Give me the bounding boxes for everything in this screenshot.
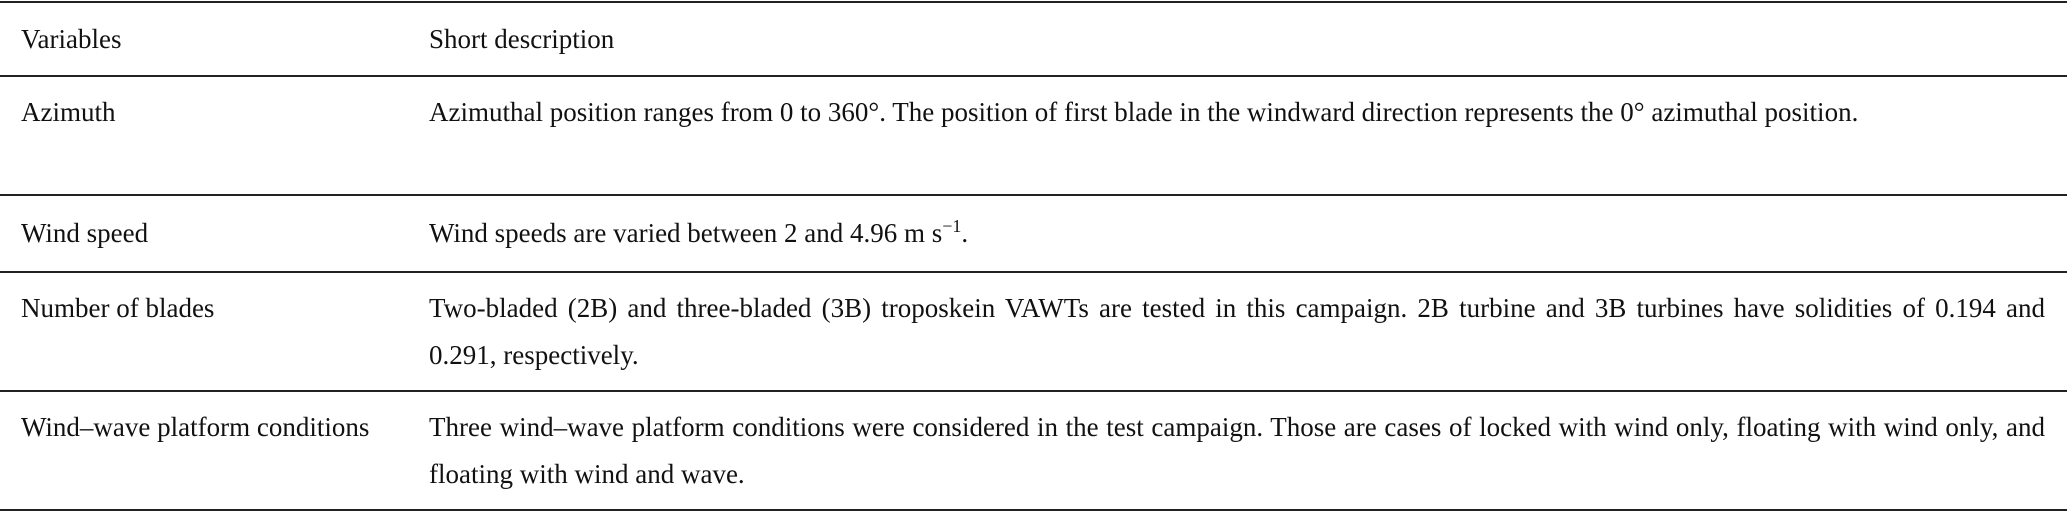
variable-cell: Number of blades: [21, 293, 215, 323]
description-cell: Three wind–wave platform conditions were…: [429, 412, 2045, 489]
description-end: .: [961, 218, 969, 248]
variable-cell: Azimuth: [21, 97, 116, 127]
table-header-row: Variables Short description: [0, 2, 2067, 76]
table-row: Wind–wave platform conditions Three wind…: [0, 391, 2067, 510]
variable-cell: Wind–wave platform conditions: [21, 412, 370, 442]
unit-exponent: −1: [942, 216, 962, 236]
description-cell: Two-bladed (2B) and three-bladed (3B) tr…: [429, 293, 2045, 370]
description-cell: Wind speeds are varied between 2 and 4.9…: [429, 195, 2067, 272]
description-text: Wind speeds are varied between 2 and 4.9…: [429, 218, 943, 248]
header-variables: Variables: [21, 24, 122, 54]
header-short-description: Short description: [429, 24, 615, 54]
variable-cell: Wind speed: [21, 218, 149, 248]
table-row: Number of blades Two-bladed (2B) and thr…: [0, 272, 2067, 391]
table-row: Azimuth Azimuthal position ranges from 0…: [0, 76, 2067, 195]
description-cell: Azimuthal position ranges from 0 to 360°…: [429, 97, 1859, 127]
table-row: Wind speed Wind speeds are varied betwee…: [0, 195, 2067, 272]
